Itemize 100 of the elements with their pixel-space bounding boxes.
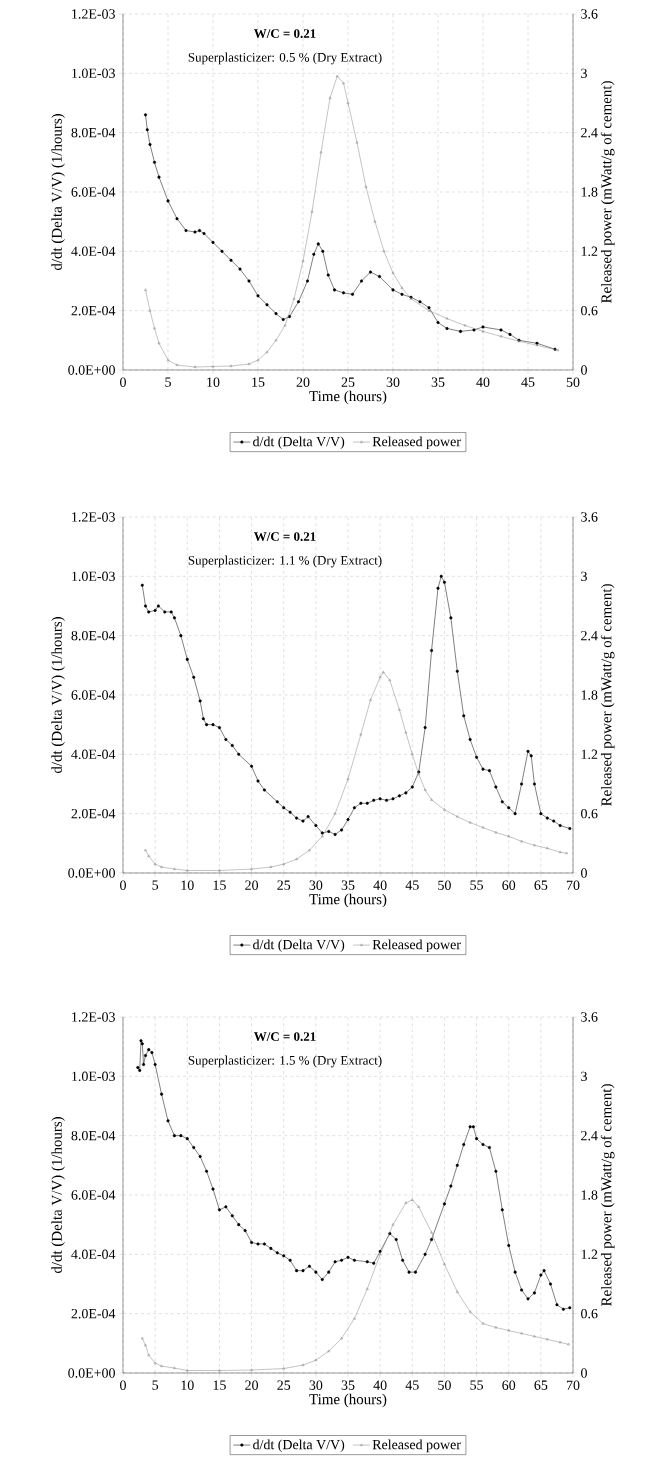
legend-label: d/dt (Delta V/V): [253, 1439, 345, 1453]
y-tick-label: 6.0E-04: [71, 1190, 116, 1200]
y2-tick-label: 2.4: [581, 1130, 598, 1141]
legend-label: d/dt (Delta V/V): [253, 436, 345, 450]
y-axis-title: d/dt (Delta V/V) (1/hours): [51, 617, 65, 774]
y2-tick-label: 0: [581, 365, 587, 375]
x-tick-label: 70: [566, 1380, 580, 1390]
y2-tick-label: 3: [581, 1071, 587, 1082]
y-tick-label: 8.0E-04: [71, 1130, 116, 1141]
y2-tick-label: 0: [581, 1368, 587, 1378]
x-tick-label: 15: [213, 880, 226, 890]
y2-tick-label: 1.2: [581, 1249, 598, 1260]
x-tick-label: 55: [470, 880, 484, 890]
text: Superplasticizer: 1.5 % (Dry Extract): [188, 1055, 382, 1068]
y2-tick-label: 1.2: [581, 246, 598, 257]
x-tick-label: 40: [373, 1380, 387, 1390]
x-tick-label: 25: [341, 377, 355, 387]
x-axis-title: Time (hours): [309, 390, 387, 405]
y2-tick-label: 3.6: [581, 1012, 598, 1022]
y-tick-label: 4.0E-04: [71, 246, 116, 257]
y-tick-label: 2.0E-04: [71, 808, 116, 819]
x-tick-label: 50: [438, 1380, 451, 1390]
y2-tick-label: 1.8: [581, 187, 598, 197]
y2-tick-label: 1.8: [581, 690, 598, 700]
text: W/C = 0.21: [253, 1032, 316, 1041]
text: W/C = 0.21: [253, 532, 316, 541]
y-tick-label: 4.0E-04: [71, 1249, 116, 1260]
text: Superplasticizer: 1.1 % (Dry Extract): [188, 555, 382, 568]
legend-label: Released power: [372, 939, 461, 953]
x-tick-label: 15: [213, 1380, 226, 1390]
x-tick-label: 20: [296, 377, 310, 387]
y2-tick-label: 3.6: [581, 9, 598, 19]
y2-tick-label: 0.6: [581, 305, 598, 316]
x-tick-label: 0: [120, 1380, 126, 1390]
y-tick-label: 1.2E-03: [72, 9, 115, 19]
y2-axis-title: Released power (mWatt/g of cement): [600, 81, 615, 303]
x-tick-label: 65: [534, 1380, 548, 1390]
y-tick-label: 0.0E+00: [68, 1368, 115, 1378]
x-tick-label: 45: [405, 1380, 419, 1390]
x-tick-label: 35: [431, 377, 445, 387]
y2-tick-label: 0.6: [581, 1308, 598, 1319]
y-tick-label: 2.0E-04: [71, 1308, 116, 1319]
x-tick-label: 60: [502, 1380, 516, 1390]
y-tick-label: 8.0E-04: [71, 630, 116, 641]
x-tick-label: 70: [566, 880, 580, 890]
x-tick-label: 50: [566, 377, 580, 387]
x-tick-label: 5: [152, 880, 159, 890]
x-tick-label: 30: [309, 880, 323, 890]
x-tick-label: 30: [386, 377, 400, 387]
y-tick-label: 1.2E-03: [72, 1012, 115, 1022]
x-tick-label: 30: [309, 1380, 323, 1390]
y2-tick-label: 2.4: [581, 630, 598, 641]
y2-axis-title: Released power (mWatt/g of cement): [600, 584, 615, 806]
y2-tick-label: 0.6: [581, 808, 598, 819]
y-axis-title: d/dt (Delta V/V) (1/hours): [51, 114, 65, 271]
text: Superplasticizer: 0.5 % (Dry Extract): [188, 52, 382, 65]
y2-tick-label: 3: [581, 571, 587, 582]
x-tick-label: 55: [470, 1380, 484, 1390]
x-tick-label: 10: [181, 880, 194, 890]
x-tick-label: 0: [120, 880, 126, 890]
y-tick-label: 0.0E+00: [68, 868, 115, 878]
x-tick-label: 20: [245, 1380, 259, 1390]
y-tick-label: 6.0E-04: [71, 187, 116, 197]
y-tick-label: 0.0E+00: [68, 365, 115, 375]
x-axis-title: Time (hours): [309, 1393, 387, 1408]
y2-tick-label: 1.2: [581, 749, 598, 760]
legend-label: Released power: [372, 1439, 461, 1453]
y2-tick-label: 3.6: [581, 512, 598, 522]
x-tick-label: 60: [502, 880, 516, 890]
y-tick-label: 1.0E-03: [72, 68, 115, 79]
x-tick-label: 45: [405, 880, 419, 890]
x-tick-label: 40: [373, 880, 387, 890]
y-tick-label: 2.0E-04: [71, 305, 116, 316]
y2-tick-label: 2.4: [581, 127, 598, 138]
x-tick-label: 25: [277, 880, 291, 890]
x-tick-label: 0: [120, 377, 126, 387]
x-tick-label: 35: [341, 880, 355, 890]
x-tick-label: 10: [181, 1380, 194, 1390]
text: W/C = 0.21: [253, 29, 316, 38]
y-tick-label: 1.2E-03: [72, 512, 115, 522]
y-tick-label: 1.0E-03: [72, 1071, 115, 1082]
legend-label: d/dt (Delta V/V): [253, 939, 345, 953]
x-tick-label: 10: [207, 377, 220, 387]
x-tick-label: 45: [521, 377, 535, 387]
x-tick-label: 15: [252, 377, 265, 387]
x-tick-label: 25: [277, 1380, 291, 1390]
x-tick-label: 65: [534, 880, 548, 890]
x-tick-label: 40: [476, 377, 490, 387]
y2-axis-title: Released power (mWatt/g of cement): [600, 1084, 615, 1306]
y-axis-title: d/dt (Delta V/V) (1/hours): [51, 1117, 65, 1274]
x-tick-label: 5: [165, 377, 171, 387]
x-tick-label: 50: [438, 880, 451, 890]
y2-tick-label: 3: [581, 68, 587, 79]
y-tick-label: 1.0E-03: [72, 571, 115, 582]
y-tick-label: 4.0E-04: [71, 749, 116, 760]
x-tick-label: 20: [245, 880, 259, 890]
y2-tick-label: 1.8: [581, 1190, 598, 1200]
x-axis-title: Time (hours): [309, 893, 387, 908]
x-tick-label: 5: [152, 1380, 159, 1390]
y-tick-label: 6.0E-04: [71, 690, 116, 700]
